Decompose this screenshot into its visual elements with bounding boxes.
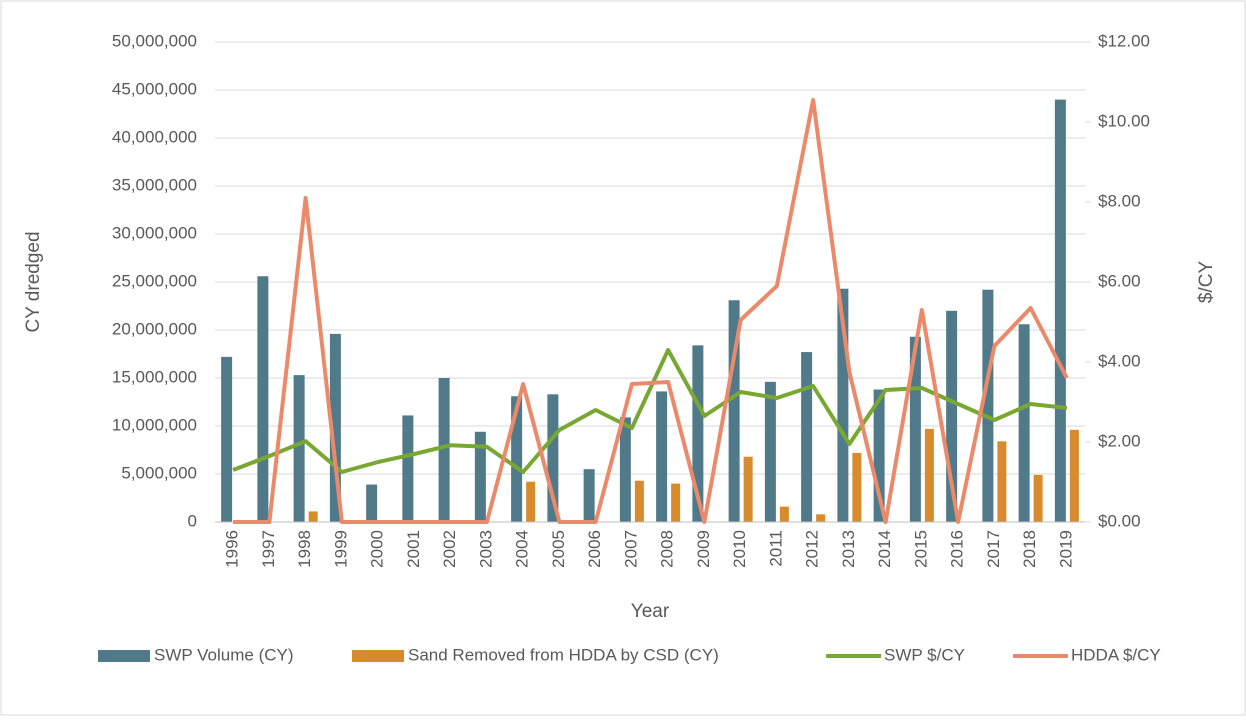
legend-swatch [98,650,150,662]
bar [801,352,813,522]
bar [779,506,789,522]
y2-tick-label: $0.00 [1098,511,1141,530]
bar [946,310,958,522]
bar [764,381,776,522]
x-tick-label: 1999 [331,530,350,568]
legend-label: Sand Removed from HDDA by CSD (CY) [408,645,719,664]
x-tick-label: 2006 [585,530,604,568]
x-tick-label: 2009 [694,530,713,568]
x-tick-label: 2012 [803,530,822,568]
bar [293,375,305,522]
y-tick-label: 5,000,000 [121,463,197,482]
bar [671,483,681,522]
line [233,98,1069,524]
x-tick-label: 1998 [295,530,314,568]
bar [997,441,1007,522]
y-tick-label: 30,000,000 [112,223,197,242]
bar [1018,324,1030,522]
y-tick-label: 20,000,000 [112,319,197,338]
x-tick-label: 2002 [440,530,459,568]
y-tick-label: 35,000,000 [112,175,197,194]
bar [366,484,378,522]
x-tick-label: 2010 [730,530,749,568]
y2-tick-label: $4.00 [1098,351,1141,370]
y-tick-label: 15,000,000 [112,367,197,386]
x-tick-label: 2004 [513,530,532,568]
x-tick-label: 2018 [1020,530,1039,568]
x-tick-label: 2003 [476,530,495,568]
bar [837,288,849,522]
bar [1033,474,1043,522]
bar [511,396,523,522]
bar [634,480,644,522]
x-tick-label: 2011 [766,530,785,567]
bar [474,431,486,522]
y-tick-label: 0 [188,511,197,530]
bar [221,356,233,522]
x-tick-label: 2016 [948,530,967,568]
y-axis-title: CY dredged [23,231,44,332]
bar [982,289,994,522]
y-tick-label: 40,000,000 [112,127,197,146]
bar [656,391,668,522]
legend-label: SWP $/CY [884,645,965,664]
bar [816,514,826,522]
bar [924,428,934,522]
y2-tick-label: $12.00 [1098,31,1150,50]
y-tick-label: 10,000,000 [112,415,197,434]
bar [619,417,631,522]
x-tick-label: 2001 [404,530,423,568]
bar [526,481,536,522]
bar [692,345,704,522]
bar [547,394,559,522]
bar [728,300,740,522]
y2-tick-label: $2.00 [1098,431,1141,450]
x-tick-label: 2017 [984,530,1003,568]
legend-label: HDDA $/CY [1071,645,1161,664]
x-tick-label: 2005 [549,530,568,568]
bar [402,415,414,522]
x-tick-label: 2015 [911,530,930,568]
x-axis-title: Year [631,601,670,622]
line [232,348,1068,474]
x-tick-label: 2014 [875,530,894,568]
bar [438,378,450,522]
bar [1069,429,1079,522]
bar [873,389,885,522]
legend-swatch [352,650,404,662]
bar [329,333,341,522]
legend-label: SWP Volume (CY) [154,645,294,664]
x-tick-label: 2019 [1056,530,1075,568]
bar [852,452,862,522]
x-tick-label: 1996 [223,530,242,568]
y2-tick-label: $6.00 [1098,271,1141,290]
bar [1054,99,1066,522]
x-tick-label: 2013 [839,530,858,568]
bar [583,469,595,522]
y2-axis-title: $/CY [1196,261,1217,304]
x-tick-label: 2007 [621,530,640,568]
bar [308,511,318,522]
y2-tick-label: $8.00 [1098,191,1141,210]
y2-tick-label: $10.00 [1098,111,1150,130]
x-tick-label: 1997 [259,530,278,568]
y-tick-label: 25,000,000 [112,271,197,290]
bar [257,276,269,522]
y-tick-label: 50,000,000 [112,31,197,50]
y-tick-label: 45,000,000 [112,79,197,98]
x-tick-label: 2008 [658,530,677,568]
x-tick-label: 2000 [368,530,387,568]
bar [909,336,921,522]
bar [743,456,753,522]
